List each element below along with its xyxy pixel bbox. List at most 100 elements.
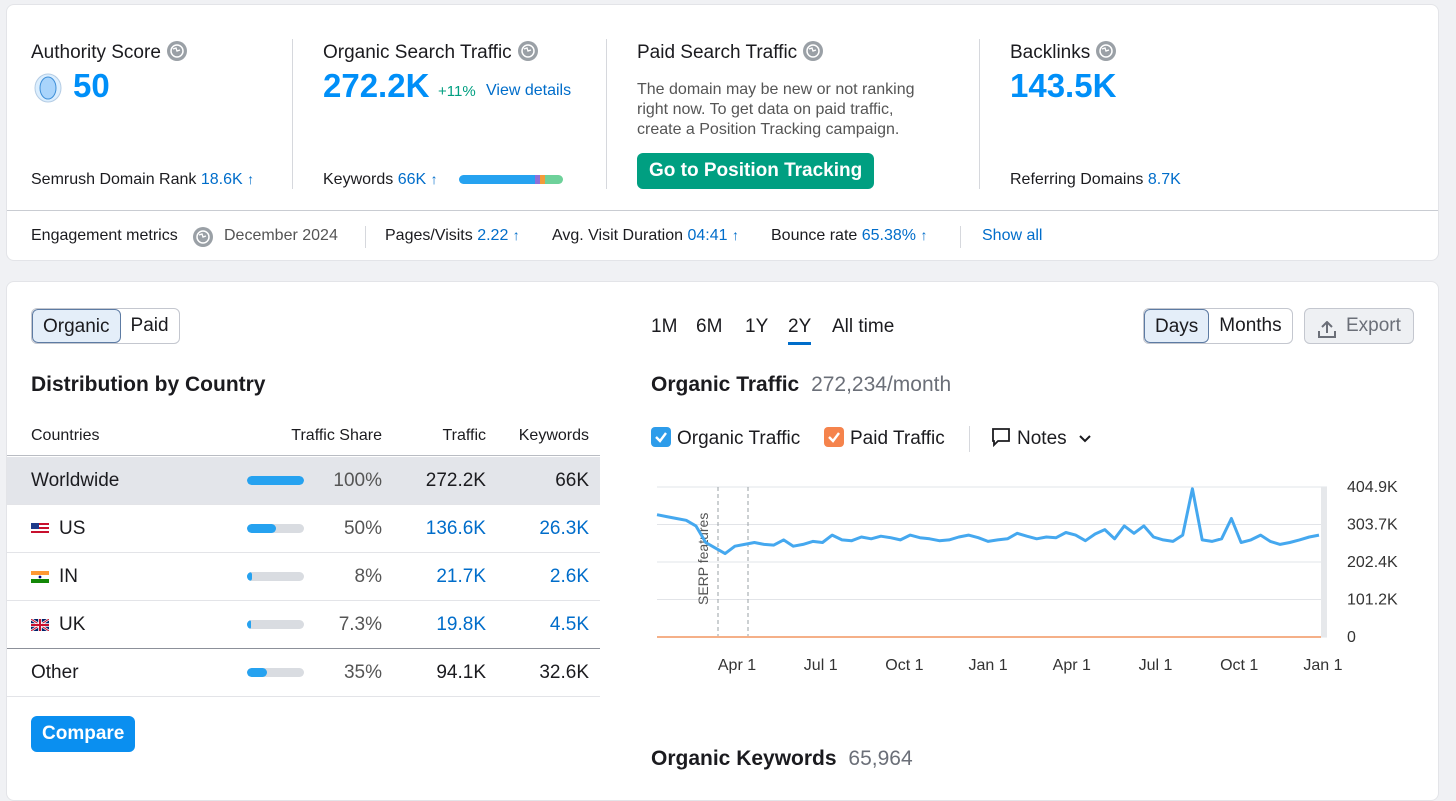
notes-label: Notes [1017,428,1067,449]
y-tick-label: 0 [1347,629,1356,646]
y-tick-label: 101.2K [1347,592,1398,609]
traffic-share-bar [247,524,304,533]
table-row[interactable]: Other 35% 94.1K 32.6K [7,649,600,697]
organic-traffic-value[interactable]: 272.2K [323,67,430,104]
traffic-share-value: 35% [343,662,382,683]
paid-traffic-label: Paid Search Traffic [637,41,824,64]
traffic-share-bar [247,572,304,581]
table-row[interactable]: UK 7.3% 19.8K 4.5K [7,601,600,649]
serp-features-label: SERP features [695,513,711,605]
country-name: US [59,518,86,539]
col-countries: Countries [31,427,100,444]
organic-traffic-line [656,487,1320,556]
organic-traffic-label: Organic Search Traffic [323,41,538,64]
checkbox-checked-icon[interactable] [651,427,671,447]
export-icon [1317,317,1337,351]
legend-organic[interactable]: Organic Traffic [651,427,800,450]
divider [365,226,366,248]
divider [960,226,961,248]
info-icon[interactable] [166,41,187,61]
arrow-up-icon: ↑ [430,171,438,187]
keywords-title: Organic Keywords [651,747,837,770]
compare-button[interactable]: Compare [31,716,136,752]
traffic-value[interactable]: 19.8K [436,614,486,635]
info-icon[interactable] [193,227,213,247]
range-all-time-tab[interactable]: All time [832,316,895,337]
traffic-value: 272.2K [425,470,486,491]
divider [292,39,293,189]
months-button[interactable]: Months [1219,315,1282,336]
keywords-value[interactable]: 66K [397,171,427,188]
info-icon[interactable] [1096,41,1117,61]
x-tick-label: Oct 1 [1220,657,1258,674]
keywords-count: 65,964 [848,747,913,770]
keywords-value[interactable]: 26.3K [539,518,589,539]
organic-toggle-button[interactable]: Organic [32,309,121,343]
overview-card: Organic Paid Distribution by Country Cou… [6,281,1439,801]
authority-gauge-icon [33,72,63,104]
divider [979,39,980,189]
info-icon[interactable] [803,41,824,61]
legend-organic-label: Organic Traffic [677,428,801,449]
export-button[interactable]: Export [1304,308,1414,344]
info-icon[interactable] [517,41,538,61]
keywords-value[interactable]: 4.5K [549,614,589,635]
traffic-share-value: 8% [354,566,382,587]
keywords-value: 32.6K [539,662,589,683]
x-tick-label: Apr 1 [1053,657,1091,674]
backlinks-label: Backlinks [1010,41,1117,64]
backlinks-value[interactable]: 143.5K [1010,67,1117,104]
table-row[interactable]: Worldwide 100% 272.2K 66K [7,457,600,505]
notes-dropdown[interactable]: Notes [991,427,1092,450]
x-tick-label: Jul 1 [1139,657,1173,674]
pages-visits-label: Pages/Visits [385,227,473,244]
visit-duration-value: 04:41 [687,227,728,244]
paid-message-line: right now. To get data on paid traffic, [637,101,894,118]
export-label: Export [1346,315,1401,336]
range-2y-tab[interactable]: 2Y [788,316,812,345]
view-details-link[interactable]: View details [486,82,572,99]
paid-toggle-button[interactable]: Paid [130,315,169,336]
engagement-divider [7,210,1438,211]
country-name: UK [59,614,86,635]
traffic-per-month: 272,234/month [811,373,952,396]
country-name: IN [59,566,78,587]
uk-flag-icon [30,615,50,632]
y-tick-label: 303.7K [1347,517,1398,534]
country-name: Other [31,662,79,683]
range-6m-tab[interactable]: 6M [696,316,723,337]
organic-traffic-chart[interactable]: 404.9K 303.7K 202.4K 101.2K 0 SERP features Ap… [637,477,1417,692]
keywords-heading: Organic Keywords 65,964 [651,747,913,771]
domain-rank-value[interactable]: 18.6K [200,171,243,188]
table-row[interactable]: US 50% 136.6K 26.3K [7,505,600,553]
traffic-share-value: 50% [343,518,382,539]
traffic-value[interactable]: 136.6K [425,518,486,539]
checkbox-checked-icon[interactable] [824,427,844,447]
col-keywords: Keywords [518,427,589,444]
keywords-summary: Keywords 66K ↑ [323,171,438,189]
col-traffic-share: Traffic Share [291,427,382,444]
divider [606,39,607,189]
range-1y-tab[interactable]: 1Y [745,316,769,337]
show-all-link[interactable]: Show all [982,227,1043,244]
range-1m-tab[interactable]: 1M [651,316,678,337]
distribution-title: Distribution by Country [31,373,266,396]
table-row[interactable]: IN 8% 21.7K 2.6K [7,553,600,601]
domain-rank: Semrush Domain Rank 18.6K ↑ [31,171,254,189]
organic-label-text: Organic Search Traffic [323,42,512,63]
traffic-value[interactable]: 21.7K [436,566,486,587]
go-to-position-tracking-button[interactable]: Go to Position Tracking [637,153,875,189]
referring-domains-value[interactable]: 8.7K [1147,171,1181,188]
traffic-heading: Organic Traffic 272,234/month [651,373,951,397]
keywords-value[interactable]: 2.6K [549,566,589,587]
legend-paid[interactable]: Paid Traffic [824,427,945,450]
keywords-value: 66K [555,470,589,491]
paid-label-text: Paid Search Traffic [637,42,798,63]
days-button[interactable]: Days [1144,309,1210,343]
legend-paid-label: Paid Traffic [850,428,945,449]
india-flag-icon [31,567,49,583]
referring-domains-label: Referring Domains [1010,171,1144,188]
pages-visits: Pages/Visits 2.22 ↑ [385,227,520,245]
divider [969,426,970,452]
x-tick-label: Jan 1 [969,657,1008,674]
